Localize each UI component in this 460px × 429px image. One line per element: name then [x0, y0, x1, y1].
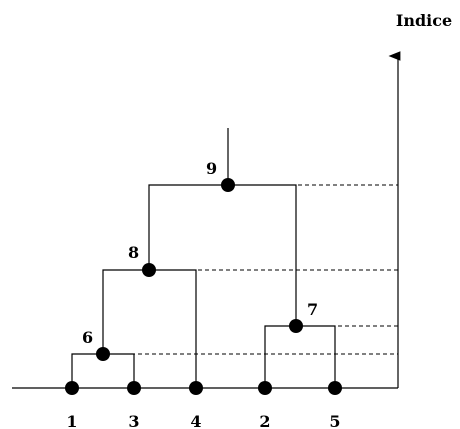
leaf-dot-4 [189, 381, 203, 395]
branch-node-8 [102, 269, 197, 388]
leaf-label-3: 3 [128, 412, 139, 429]
node-dot-8 [142, 263, 156, 277]
node-dot-9 [221, 178, 235, 192]
leaf-label-5: 5 [329, 412, 340, 429]
node-label-8: 8 [128, 243, 139, 262]
axis-title: Indice [396, 11, 452, 30]
leaf-label-2: 2 [259, 412, 270, 429]
branch-node-9 [148, 184, 297, 326]
leaf-dot-1 [65, 381, 79, 395]
node-label-9: 9 [206, 159, 217, 178]
branch-node-7 [264, 325, 336, 388]
node-label-7: 7 [307, 300, 318, 319]
node-dot-6 [96, 347, 110, 361]
leaf-label-1: 1 [66, 412, 77, 429]
leaf-dot-3 [127, 381, 141, 395]
leaf-dot-2 [258, 381, 272, 395]
leaf-dot-5 [328, 381, 342, 395]
leaf-label-4: 4 [190, 412, 201, 429]
node-dot-7 [289, 319, 303, 333]
node-label-6: 6 [82, 328, 93, 347]
